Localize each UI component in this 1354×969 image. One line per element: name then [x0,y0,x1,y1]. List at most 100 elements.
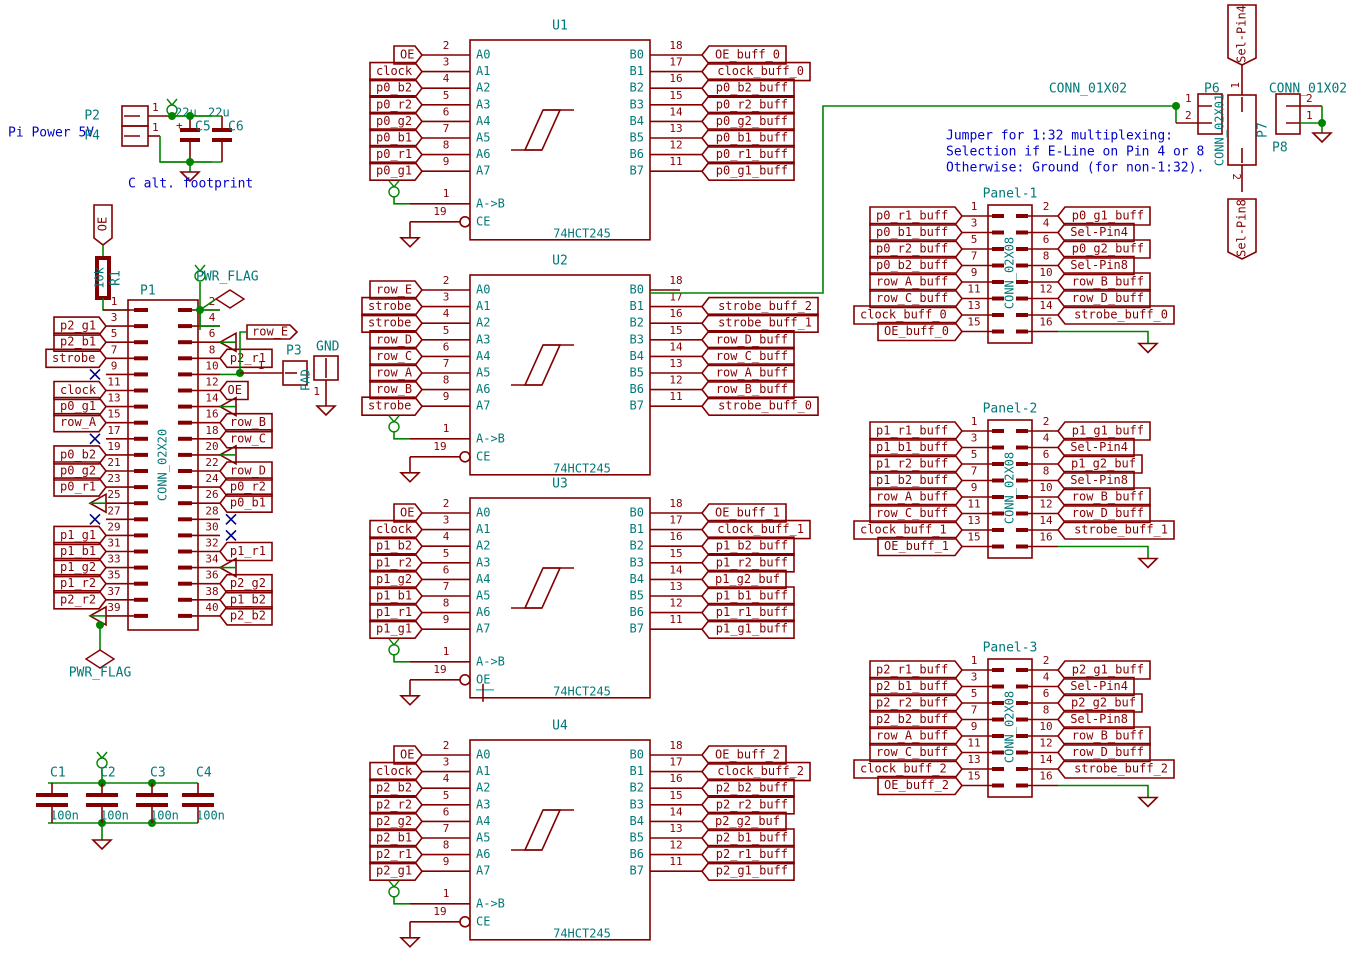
Panel-1-body[interactable] [987,204,1033,344]
U4-out-label-B4-shape[interactable] [700,811,787,832]
U4-out-label-B6-shape[interactable] [700,844,795,865]
U1-in-label-A6-shape[interactable] [369,144,424,165]
p1-right-label-40-shape[interactable] [218,606,273,626]
U4-out-label-B2-shape[interactable] [700,778,795,798]
U3-out-label-B3-shape[interactable] [700,553,795,573]
Panel-1-right-label-12-shape[interactable] [1056,288,1151,309]
p1-right-label-38-shape[interactable] [218,590,273,610]
U1-out-label-B0-shape[interactable] [700,45,787,65]
p1-left-label-19-shape[interactable] [53,445,108,465]
Panel-1-left-label-11-shape[interactable] [869,288,964,309]
Panel-3-left-label-3-shape[interactable] [869,676,964,697]
U3-out-label-B4-shape[interactable] [700,569,787,590]
Panel-2-right-label-6-shape[interactable] [1056,454,1143,474]
Panel-2-left-label-3-shape[interactable] [869,437,964,458]
p1-left-label-35-shape[interactable] [53,573,108,594]
U4-in-label-A5-shape[interactable] [369,828,424,848]
U2-out-label-B6-shape[interactable] [700,379,795,400]
Panel-1-right-label-10-shape[interactable] [1056,272,1151,292]
U4-out-label-B0-shape[interactable] [700,745,787,765]
p1-left-label-15-shape[interactable] [53,412,108,433]
U4-out-label-B7-shape[interactable] [700,861,795,881]
oe-label-shape[interactable] [93,204,113,247]
U3-in-label-A5-shape[interactable] [369,586,424,606]
U4-out-label-B5-shape[interactable] [700,828,795,848]
p1-connector[interactable]: P1 CONN_02X20 13579111315171921232527293… [45,284,273,631]
Panel-2-left-label-5-shape[interactable] [869,454,964,474]
U3-in-label-A1-shape[interactable] [369,519,424,540]
p1-right-label-26-shape[interactable] [218,493,273,513]
Panel-2-left-label-7-shape[interactable] [869,470,964,491]
Panel-2-right-label-4-shape[interactable] [1056,437,1135,458]
Panel-3-body[interactable] [987,658,1033,798]
U1-in-label-A7-shape[interactable] [369,161,424,181]
U4-in-label-A7-shape[interactable] [369,861,424,881]
Panel-2-right-label-8-shape[interactable] [1056,470,1135,491]
Panel-2-left-label-11-shape[interactable] [869,503,964,524]
U2-in-label-A3-shape[interactable] [369,330,424,350]
p1-left-label-7-shape[interactable] [45,348,108,369]
U1-out-label-B2-shape[interactable] [700,78,795,98]
U1-body[interactable] [469,39,651,241]
p1-right-label-36-shape[interactable] [218,573,273,594]
Panel-1-left-label-13-shape[interactable] [853,305,964,325]
U1-in-label-A0-shape[interactable] [393,45,424,65]
Panel-1-left-label-5-shape[interactable] [869,239,964,259]
p1-body[interactable] [127,299,199,631]
Panel-3-right-label-4-shape[interactable] [1056,676,1135,697]
U3-out-label-B1-shape[interactable] [700,519,811,540]
Panel-3-left-label-15-shape[interactable] [877,775,964,796]
U2-out-label-B1-shape[interactable] [700,296,819,317]
U1-out-label-B1-shape[interactable] [700,61,811,82]
U3-out-label-B5-shape[interactable] [700,586,795,606]
U1-out-label-B7-shape[interactable] [700,161,795,181]
U1-out-label-B3-shape[interactable] [700,95,795,115]
U4-out-label-B1-shape[interactable] [700,761,811,782]
U4-in-label-A0-shape[interactable] [393,745,424,765]
U2-in-label-A2-shape[interactable] [361,313,424,333]
U1-in-label-A3-shape[interactable] [369,95,424,115]
row-e-label-shape[interactable] [246,324,299,340]
U4-in-label-A6-shape[interactable] [369,844,424,865]
p1-right-label-22-shape[interactable] [218,461,273,481]
p1-right-label-12-shape[interactable] [218,380,249,401]
Panel-1-right-label-8-shape[interactable] [1056,255,1135,276]
Panel-3-left-label-13-shape[interactable] [853,759,964,779]
sel-pin4-label-shape[interactable] [1227,4,1257,66]
p1-right-label-32-shape[interactable] [218,541,273,562]
U2-out-label-B7-shape[interactable] [700,396,819,416]
Panel-3-right-label-10-shape[interactable] [1056,726,1151,746]
U4-body[interactable] [469,739,651,941]
Panel-3-right-label-8-shape[interactable] [1056,709,1135,730]
U1-in-label-A5-shape[interactable] [369,128,424,148]
Panel-2-left-label-15-shape[interactable] [877,536,964,557]
sel-pin8-label-shape[interactable] [1227,198,1257,260]
Panel-1-left-label-15-shape[interactable] [877,321,964,342]
p6-body[interactable] [1197,93,1223,135]
p8-body[interactable] [1275,93,1301,135]
Panel-2-left-label-9-shape[interactable] [869,487,964,507]
U2-in-label-A7-shape[interactable] [361,396,424,416]
p1-left-label-5-shape[interactable] [53,332,108,352]
U2-in-label-A4-shape[interactable] [369,346,424,367]
U4-in-label-A1-shape[interactable] [369,761,424,782]
U4-out-label-B3-shape[interactable] [700,795,795,815]
Panel-2-left-label-13-shape[interactable] [853,520,964,540]
p1-left-label-31-shape[interactable] [53,541,108,562]
p1-left-label-37-shape[interactable] [53,590,108,610]
U3-body[interactable] [469,497,651,699]
U2-in-label-A1-shape[interactable] [361,296,424,317]
U2-body[interactable] [469,274,651,476]
Panel-1-right-label-14-shape[interactable] [1056,305,1175,325]
Panel-1-left-label-7-shape[interactable] [869,255,964,276]
Panel-3-left-label-7-shape[interactable] [869,709,964,730]
U4-in-label-A3-shape[interactable] [369,795,424,815]
U2-out-label-B3-shape[interactable] [700,330,795,350]
Panel-2-right-label-2-shape[interactable] [1056,421,1151,441]
Panel-1-right-label-4-shape[interactable] [1056,222,1135,243]
Panel-2-right-label-12-shape[interactable] [1056,503,1151,524]
Panel-2-left-label-1-shape[interactable] [869,421,964,441]
Panel-3-left-label-1-shape[interactable] [869,660,964,680]
p1-left-label-21-shape[interactable] [53,461,108,481]
p1-right-label-24-shape[interactable] [218,477,273,497]
